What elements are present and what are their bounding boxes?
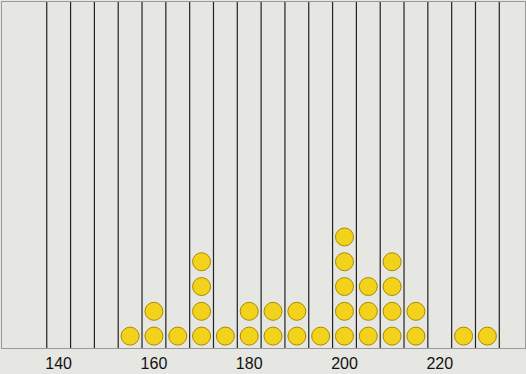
- svg-text:140: 140: [45, 355, 72, 372]
- svg-text:180: 180: [236, 355, 263, 372]
- svg-text:160: 160: [141, 355, 168, 372]
- svg-text:200: 200: [331, 355, 358, 372]
- svg-text:220: 220: [426, 355, 453, 372]
